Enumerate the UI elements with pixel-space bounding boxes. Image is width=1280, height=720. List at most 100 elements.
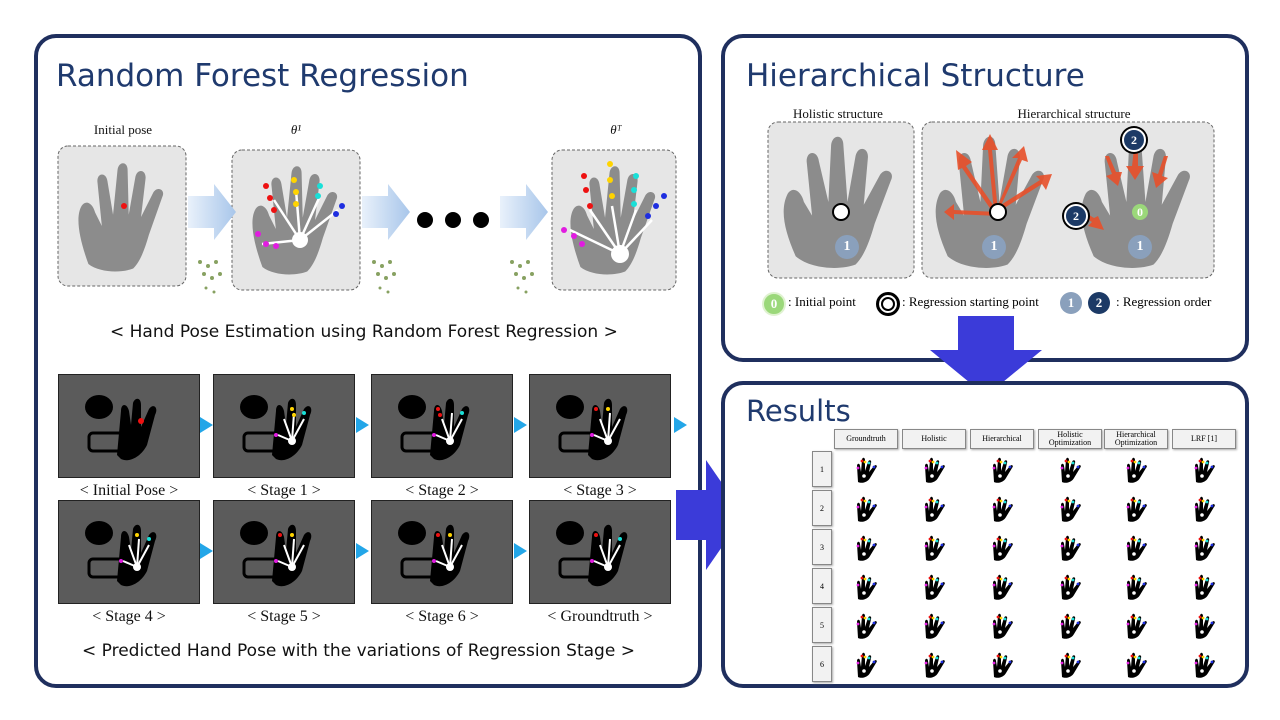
- stage-label-1: < Stage 1 >: [247, 482, 321, 499]
- stage-label-groundtruth: < Groundtruth >: [547, 608, 653, 625]
- col-header-groundtruth: Groundtruth: [834, 429, 898, 449]
- result-hand-r6-c5: [1120, 649, 1150, 679]
- result-hand-r1-c1: [850, 454, 880, 484]
- row-header-6: 6: [812, 646, 832, 682]
- col-header-holistic-opt: Holistic Optimization: [1038, 429, 1102, 449]
- row-header-3: 3: [812, 529, 832, 565]
- result-hand-r3-c1: [850, 532, 880, 562]
- result-hand-r2-c1: [850, 493, 880, 523]
- stage-arrow-5: [200, 543, 213, 559]
- order-marker-1c: 1: [1128, 235, 1152, 259]
- flow-arrow-2: [362, 184, 410, 240]
- result-hand-r1-c3: [986, 454, 1016, 484]
- col-header-hierarchical: Hierarchical: [970, 429, 1034, 449]
- result-hand-r1-c5: [1120, 454, 1150, 484]
- result-hand-r4-c1: [850, 571, 880, 601]
- stage-label-2: < Stage 2 >: [405, 482, 479, 499]
- stage-frame-1: [213, 374, 355, 478]
- holistic-structure-label: Holistic structure: [793, 106, 883, 121]
- stage-arrow-4: [674, 417, 687, 433]
- theta1-label: θ¹: [290, 122, 302, 137]
- result-hand-r3-c5: [1120, 532, 1150, 562]
- hier-initial-start: [989, 203, 1007, 221]
- result-hand-r5-c5: [1120, 610, 1150, 640]
- stage-frame-2: [371, 374, 513, 478]
- random-forest-title: Random Forest Regression: [56, 58, 469, 94]
- result-hand-r5-c2: [918, 610, 948, 640]
- col-header-lrf: LRF [1]: [1172, 429, 1236, 449]
- row-header-1: 1: [812, 451, 832, 487]
- result-hand-r2-c3: [986, 493, 1016, 523]
- holistic-start: [832, 203, 850, 221]
- legend-order-1-icon: 1: [1060, 292, 1082, 314]
- result-hand-r1-c4: [1054, 454, 1084, 484]
- stage-arrow-6: [356, 543, 369, 559]
- flow-arrow-3: [500, 184, 548, 240]
- result-hand-r2-c2: [918, 493, 948, 523]
- result-hand-r6-c1: [850, 649, 880, 679]
- caption-pose-estimation: < Hand Pose Estimation using Random Fore…: [110, 322, 618, 342]
- row-header-4: 4: [812, 568, 832, 604]
- result-hand-r2-c4: [1054, 493, 1084, 523]
- legend-initial-icon: 0: [762, 292, 786, 316]
- result-hand-r4-c4: [1054, 571, 1084, 601]
- result-hand-r5-c1: [850, 610, 880, 640]
- result-hand-r3-c6: [1188, 532, 1218, 562]
- stage-arrow-7: [514, 543, 527, 559]
- stage-frame-5: [213, 500, 355, 604]
- legend-order-text: : Regression order: [1116, 294, 1212, 309]
- result-hand-r5-c3: [986, 610, 1016, 640]
- result-hand-r4-c5: [1120, 571, 1150, 601]
- thetaT-label: θᵀ: [610, 122, 622, 137]
- flow-arrow-1: [188, 184, 236, 240]
- stage-frame-4: [58, 500, 200, 604]
- result-hand-r3-c4: [1054, 532, 1084, 562]
- order-marker-2b: 2: [1064, 204, 1088, 228]
- stage-arrow-2: [356, 417, 369, 433]
- initial-pose-label: Initial pose: [93, 122, 153, 137]
- caption-stage-variations: < Predicted Hand Pose with the variation…: [82, 641, 635, 661]
- result-hand-r6-c6: [1188, 649, 1218, 679]
- col-header-hierarchical-opt: Hierarchical Optimization: [1104, 429, 1168, 449]
- order-marker-2: 2: [1122, 128, 1146, 152]
- big-arrow-down: [930, 316, 1042, 396]
- result-hand-r2-c6: [1188, 493, 1218, 523]
- stage-frame-groundtruth: [529, 500, 671, 604]
- result-hand-r5-c6: [1188, 610, 1218, 640]
- legend-order-2-icon: 2: [1088, 292, 1110, 314]
- hierarchical-structure-label: Hierarchical structure: [1017, 106, 1131, 121]
- stage-label-5: < Stage 5 >: [247, 608, 321, 625]
- stage-arrow-1: [200, 417, 213, 433]
- stage-label-6: < Stage 6 >: [405, 608, 479, 625]
- legend-initial-text: : Initial point: [788, 294, 856, 309]
- result-hand-r5-c4: [1054, 610, 1084, 640]
- col-header-holistic: Holistic: [902, 429, 966, 449]
- result-hand-r1-c2: [918, 454, 948, 484]
- stage-label-3: < Stage 3 >: [563, 482, 637, 499]
- big-arrow-right: [676, 460, 744, 570]
- order-marker-1b: 1: [982, 235, 1006, 259]
- result-hand-r3-c3: [986, 532, 1016, 562]
- stage-frame-3: [529, 374, 671, 478]
- stage-label-initial: < Initial Pose >: [79, 482, 179, 499]
- result-hand-r6-c3: [986, 649, 1016, 679]
- row-header-2: 2: [812, 490, 832, 526]
- result-hand-r6-c2: [918, 649, 948, 679]
- result-hand-r4-c6: [1188, 571, 1218, 601]
- result-hand-r3-c2: [918, 532, 948, 562]
- hierarchy-diagram: [767, 121, 1215, 279]
- legend-start-text: : Regression starting point: [902, 294, 1039, 309]
- legend-start-icon: [876, 292, 900, 316]
- result-hand-r6-c4: [1054, 649, 1084, 679]
- result-hand-r2-c5: [1120, 493, 1150, 523]
- result-hand-r4-c3: [986, 571, 1016, 601]
- stage-arrow-3: [514, 417, 527, 433]
- hierarchical-title: Hierarchical Structure: [746, 58, 1085, 94]
- results-title: Results: [746, 394, 851, 428]
- order-marker-1: 1: [835, 235, 859, 259]
- row-header-5: 5: [812, 607, 832, 643]
- result-hand-r1-c6: [1188, 454, 1218, 484]
- initial-marker-hier: 0: [1132, 204, 1148, 220]
- stage-frame-initial: [58, 374, 200, 478]
- stage-label-4: < Stage 4 >: [92, 608, 166, 625]
